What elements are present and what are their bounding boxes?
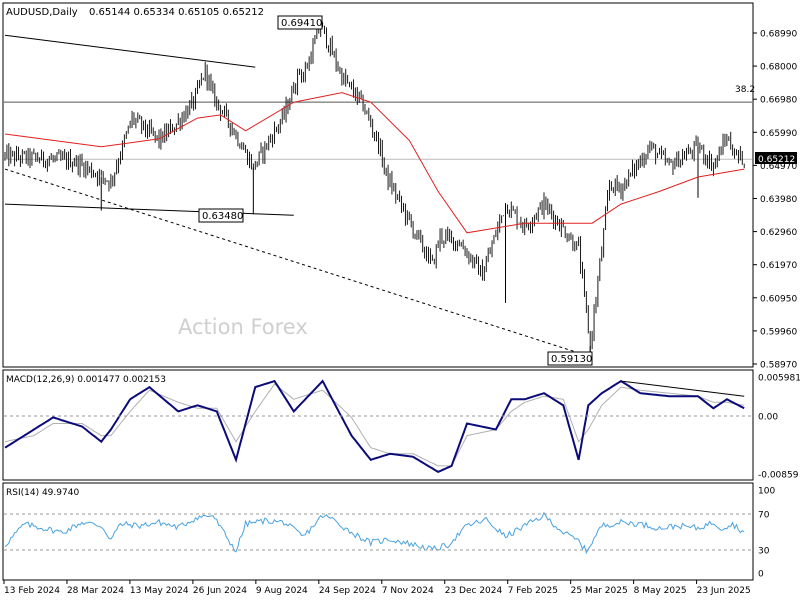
time-tick-label: 23 Jun 2025 bbox=[697, 586, 751, 596]
price-tick-label: 0.65990 bbox=[760, 129, 797, 139]
price-tick-label: 0.59960 bbox=[760, 327, 797, 337]
macd-label: MACD(12,26,9) 0.001477 0.002153 bbox=[6, 375, 166, 385]
time-tick-label: 9 Aug 2024 bbox=[256, 586, 308, 596]
watermark: Action Forex bbox=[178, 315, 308, 339]
trendlines bbox=[4, 34, 579, 354]
time-tick-label: 23 Dec 2024 bbox=[445, 586, 503, 596]
fib-label: 38.2 bbox=[735, 85, 755, 95]
rsi-tick-label: 70 bbox=[758, 511, 770, 521]
price-panel-frame bbox=[2, 2, 754, 368]
rsi-tick-label: 0 bbox=[758, 570, 764, 580]
price-tick-label: 0.58970 bbox=[760, 361, 797, 371]
price-tick-label: 0.68990 bbox=[760, 30, 797, 40]
macd-signal-line bbox=[4, 383, 745, 467]
price-tick-label: 0.60950 bbox=[760, 294, 797, 304]
current-price-box bbox=[755, 152, 797, 164]
rsi-label: RSI(14) 49.9740 bbox=[6, 488, 79, 498]
low-label-box bbox=[547, 351, 593, 366]
time-tick-label: 7 Feb 2025 bbox=[508, 586, 558, 596]
macd-trendline bbox=[620, 380, 745, 397]
rsi-tick-label: 30 bbox=[758, 547, 770, 557]
low-label: 0.59130 bbox=[551, 354, 592, 365]
rsi-lines bbox=[4, 511, 745, 555]
midlow-label-box bbox=[198, 208, 244, 223]
time-tick-label: 26 Jun 2024 bbox=[193, 586, 247, 596]
trendline bbox=[4, 203, 294, 216]
price-tick-label: 0.64970 bbox=[760, 162, 797, 172]
price-tick-label: 0.62960 bbox=[760, 228, 797, 238]
macd-panel-frame bbox=[2, 369, 754, 481]
time-tick-label: 28 Mar 2024 bbox=[67, 586, 124, 596]
rsi-tick-label: 100 bbox=[758, 487, 775, 497]
macd-tick-label: 0.005981 bbox=[758, 374, 800, 384]
candles bbox=[4, 22, 745, 353]
time-tick-label: 13 May 2024 bbox=[130, 586, 189, 596]
price-tick-label: 0.63980 bbox=[760, 195, 797, 205]
time-tick-label: 13 Feb 2024 bbox=[4, 586, 60, 596]
time-tick-label: 7 Nov 2024 bbox=[382, 586, 434, 596]
price-tick-label: 0.61970 bbox=[760, 261, 797, 271]
time-axis-labels: 13 Feb 2024 28 Mar 2024 13 May 2024 26 Jun … bbox=[3, 580, 751, 596]
horizontal-levels bbox=[4, 101, 752, 160]
ma-line bbox=[4, 92, 745, 234]
time-tick-label: 8 May 2025 bbox=[634, 586, 687, 596]
price-tick-label: 0.68000 bbox=[760, 63, 797, 73]
macd-lines bbox=[4, 379, 745, 474]
current-price-label: 0.65212 bbox=[758, 155, 795, 165]
moving-average bbox=[4, 92, 745, 234]
macd-tick-label: -0.00859 bbox=[758, 471, 799, 481]
trendline bbox=[4, 34, 256, 68]
header-symbol: AUDUSD,Daily bbox=[6, 7, 78, 18]
trendline bbox=[4, 168, 579, 354]
high-label: 0.69410 bbox=[281, 18, 322, 29]
header-ohlc: 0.65144 0.65334 0.65105 0.65212 bbox=[89, 7, 264, 18]
midlow-label: 0.63480 bbox=[202, 211, 243, 222]
rsi-panel-frame bbox=[2, 482, 754, 581]
price-axis-labels: 0.68990 0.68000 0.66980 0.65990 0.64970 0.639… bbox=[753, 30, 800, 580]
rsi-line bbox=[4, 511, 745, 555]
price-tick-label: 0.66980 bbox=[760, 96, 797, 106]
time-tick-label: 25 Mar 2025 bbox=[571, 586, 628, 596]
high-label-box bbox=[277, 15, 323, 30]
macd-tick-label: 0.00 bbox=[758, 413, 778, 423]
time-tick-label: 24 Sep 2024 bbox=[319, 586, 376, 596]
